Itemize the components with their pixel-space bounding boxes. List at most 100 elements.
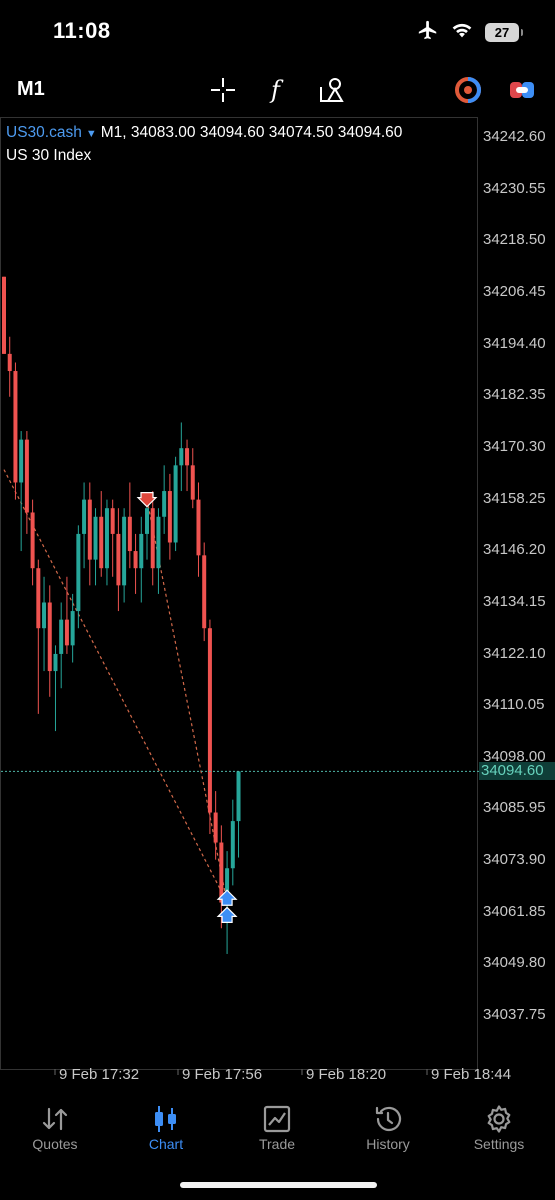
home-indicator <box>180 1182 377 1188</box>
status-time: 11:08 <box>53 18 111 43</box>
candle-body <box>82 499 87 534</box>
price-axis-label: 34242.60 <box>483 128 546 145</box>
price-axis-label: 34134.15 <box>483 592 546 610</box>
candle-body <box>122 516 127 586</box>
candle-body <box>47 602 52 672</box>
price-axis-label: 34073.90 <box>483 851 546 869</box>
candle-body <box>87 499 92 560</box>
candle-body <box>64 619 69 646</box>
candles-icon <box>116 1102 216 1136</box>
bottom-tab-bar: Quotes Chart Trade History Settings <box>0 1094 555 1200</box>
candle-body <box>116 533 121 586</box>
candle-body <box>167 491 172 543</box>
candle-body <box>156 516 161 569</box>
price-axis-label: 34182.35 <box>483 386 546 404</box>
tab-settings[interactable]: Settings <box>449 1102 549 1152</box>
buy-marker <box>216 889 238 906</box>
candle-body <box>219 842 224 903</box>
candle-body <box>99 516 104 569</box>
crosshair-icon[interactable] <box>207 74 239 106</box>
tab-history[interactable]: History <box>338 1102 438 1152</box>
airplane-icon <box>417 19 439 46</box>
price-axis-label: 34037.75 <box>483 1006 546 1024</box>
one-click-trading-icon[interactable] <box>452 74 484 106</box>
candle-body <box>213 812 218 843</box>
chart-frame <box>0 117 478 1070</box>
candle-body <box>190 465 195 500</box>
candle-body <box>24 439 29 513</box>
candle-body <box>162 491 167 517</box>
price-axis-label: 34194.40 <box>483 334 546 352</box>
time-axis-label: 9 Feb 18:44 <box>431 1066 512 1083</box>
candle-body <box>133 551 138 569</box>
tab-trade[interactable]: Trade <box>227 1102 327 1152</box>
price-axis-label: 34230.55 <box>483 179 546 197</box>
status-bar: 11:08 27 <box>0 0 555 64</box>
candle-body <box>36 568 41 629</box>
tab-chart[interactable]: Chart <box>116 1102 216 1152</box>
candle-body <box>127 516 132 552</box>
candle-body <box>30 512 35 569</box>
gear-icon <box>449 1102 549 1136</box>
candle-body <box>173 465 178 543</box>
quotes-arrows-icon <box>5 1102 105 1136</box>
chart-header: US30.cash ▼ M1, 34083.00 34094.60 34074.50… <box>6 122 402 166</box>
wifi-icon <box>451 21 473 44</box>
candle-body <box>76 533 81 612</box>
candle-body <box>13 371 18 483</box>
candle-body <box>19 439 24 483</box>
trade-line <box>3 469 228 903</box>
buy-marker <box>216 906 238 923</box>
candle-body <box>207 628 212 813</box>
candle-body <box>225 868 230 903</box>
price-axis-label: 34206.45 <box>483 282 546 300</box>
candle-body <box>7 353 12 372</box>
price-axis-label: 34110.05 <box>483 696 545 714</box>
price-axis-label: 34085.95 <box>483 799 546 817</box>
trade-chart-icon <box>227 1102 327 1136</box>
chart-toolbar: M1 f <box>0 68 555 112</box>
time-axis-label: 9 Feb 17:56 <box>182 1066 263 1083</box>
candle-body <box>139 533 144 569</box>
battery-icon: 27 <box>485 22 523 42</box>
indicators-icon[interactable]: f <box>262 74 294 106</box>
chart-area[interactable]: US30.cash ▼ M1, 34083.00 34094.60 34074.50… <box>0 117 555 1107</box>
candle-body <box>104 508 109 569</box>
history-clock-icon <box>338 1102 438 1136</box>
trade-panel-icon[interactable] <box>506 74 538 106</box>
candle-body <box>145 508 149 534</box>
candle-body <box>53 653 58 672</box>
time-axis-label: 9 Feb 17:32 <box>59 1066 140 1083</box>
candle-body <box>93 516 98 560</box>
time-axis-label: 9 Feb 18:20 <box>306 1066 387 1083</box>
price-axis-label: 34146.20 <box>483 541 546 559</box>
candle-body <box>70 611 75 646</box>
price-axis-label: 34061.85 <box>483 902 546 920</box>
current-price-label: 34094.60 <box>479 762 555 781</box>
candle-body <box>42 602 47 629</box>
price-axis-label: 34098.00 <box>483 747 546 765</box>
candle-body <box>236 771 241 822</box>
candle-body <box>185 448 190 466</box>
sell-marker <box>136 492 158 508</box>
symbol-dropdown-icon[interactable]: ▼ <box>85 128 97 140</box>
candle-body <box>230 821 235 869</box>
tab-quotes[interactable]: Quotes <box>5 1102 105 1152</box>
candle-body <box>179 448 184 466</box>
status-icons: 27 <box>417 19 523 46</box>
price-axis-label: 34122.10 <box>483 644 546 662</box>
objects-icon[interactable] <box>316 74 348 106</box>
price-chart[interactable] <box>0 117 555 1107</box>
candle-body <box>202 555 207 629</box>
candle-body <box>196 499 201 556</box>
ohlc-info: M1, 34083.00 34094.60 34074.50 34094.60 <box>100 124 403 141</box>
symbol-selector[interactable]: US30.cash <box>6 124 82 141</box>
price-axis-label: 34170.30 <box>483 437 546 455</box>
price-axis-label: 34049.80 <box>483 954 546 972</box>
timeframe-button[interactable]: M1 <box>17 78 45 100</box>
symbol-description: US 30 Index <box>6 147 92 164</box>
candle-body <box>110 508 115 534</box>
svg-text:f: f <box>269 76 284 104</box>
candle-body <box>150 508 155 569</box>
candle-body <box>59 619 64 654</box>
